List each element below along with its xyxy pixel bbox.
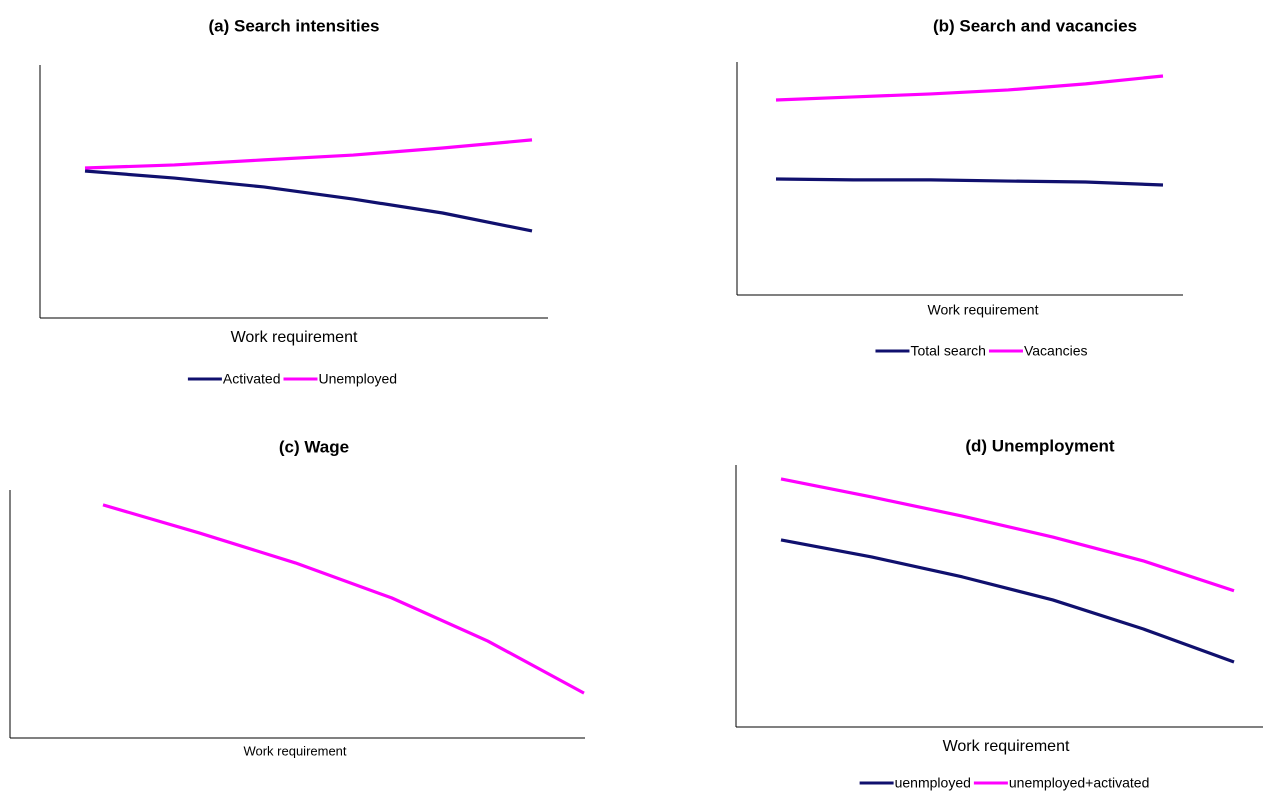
- chart-title: (b) Search and vacancies: [933, 16, 1137, 35]
- chart-title: (d) Unemployment: [965, 436, 1115, 455]
- data-line: [84, 138, 533, 170]
- x-axis-label: Work requirement: [943, 738, 1070, 755]
- x-axis-label: Work requirement: [927, 302, 1038, 318]
- data-line: [780, 538, 1235, 664]
- data-line: [102, 503, 585, 695]
- x-axis-label: Work requirement: [243, 743, 346, 758]
- legend-label: uenmployed: [895, 775, 971, 791]
- data-line: [775, 177, 1164, 187]
- chart-title: (c) Wage: [279, 437, 349, 456]
- x-axis-label: Work requirement: [231, 329, 358, 346]
- legend-label: Total search: [910, 343, 985, 359]
- data-line: [84, 169, 533, 233]
- chart-title: (a) Search intensities: [208, 16, 379, 35]
- legend-label: Vacancies: [1024, 343, 1088, 359]
- data-line: [775, 74, 1164, 102]
- data-line: [780, 477, 1235, 593]
- legend-label: unemployed+activated: [1009, 775, 1150, 791]
- legend-label: Activated: [223, 371, 281, 387]
- legend-label: Unemployed: [318, 371, 397, 387]
